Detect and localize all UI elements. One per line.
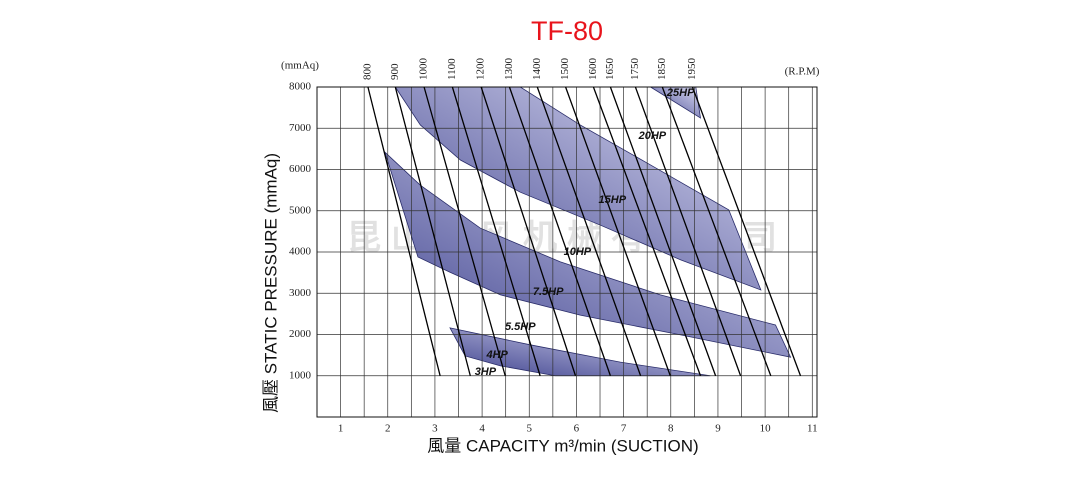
y-tick-label: 5000 <box>289 204 312 216</box>
x-tick-label: 4 <box>479 423 485 435</box>
rpm-line <box>536 86 642 376</box>
y-tick-label: 3000 <box>289 287 312 299</box>
rpm-label: 900 <box>389 63 401 80</box>
y-tick-label: 1000 <box>289 369 312 381</box>
x-tick-label: 11 <box>807 423 818 435</box>
y-axis-label: 風壓 STATIC PRESSURE (mmAq) <box>261 153 280 413</box>
rpm-line <box>367 86 441 376</box>
x-axis-label: 風量 CAPACITY m³/min (SUCTION) <box>427 436 698 455</box>
rpm-label: 1750 <box>629 58 641 81</box>
rpm-label: 1400 <box>531 58 543 81</box>
rpm-line <box>451 86 541 376</box>
rpm-label: 1300 <box>503 58 515 81</box>
rpm-line <box>609 86 717 376</box>
rpm-line <box>394 86 471 376</box>
hp-label: 4HP <box>485 349 508 361</box>
rpm-label: 1650 <box>604 58 616 81</box>
plot: 昆山大风机械有限公司100020003000400050006000700080… <box>289 58 818 435</box>
rpm-line <box>423 86 506 376</box>
rpm-label: 1600 <box>587 58 599 81</box>
rpm-label: 1000 <box>418 58 430 81</box>
x-tick-label: 6 <box>574 423 580 435</box>
plot-frame <box>316 86 818 418</box>
hp-label: 10HP <box>564 246 592 258</box>
x-tick-label: 1 <box>338 423 344 435</box>
hp-region <box>384 150 792 358</box>
y-unit: (mmAq) <box>281 60 319 72</box>
y-tick-label: 2000 <box>289 328 312 340</box>
x-tick-label: 7 <box>621 423 627 435</box>
rpm-label: 1100 <box>446 58 458 80</box>
y-tick-label: 6000 <box>289 163 312 175</box>
x-tick-label: 5 <box>527 423 533 435</box>
x-tick-label: 2 <box>385 423 391 435</box>
hp-label: 20HP <box>638 130 667 142</box>
hp-label: 25HP <box>666 87 695 99</box>
y-tick-label: 7000 <box>289 122 312 134</box>
hp-label: 15HP <box>599 194 627 206</box>
rpm-label: 800 <box>361 63 373 80</box>
hp-label: 7.5HP <box>533 286 564 298</box>
hp-region <box>394 86 762 291</box>
hp-label: 3HP <box>475 366 497 378</box>
rpm-label: 1500 <box>559 58 571 81</box>
rpm-label: 1950 <box>686 58 698 81</box>
x-tick-label: 8 <box>668 423 674 435</box>
rpm-unit: (R.P.M) <box>785 66 820 78</box>
rpm-line <box>508 86 612 376</box>
rpm-line <box>480 86 577 376</box>
rpm-line <box>592 86 702 376</box>
rpm-label: 1200 <box>475 58 487 81</box>
x-tick-label: 3 <box>432 423 438 435</box>
x-tick-label: 10 <box>760 423 772 435</box>
chart-title: TF-80 <box>531 16 603 46</box>
rpm-line <box>691 86 802 376</box>
rpm-line <box>564 86 671 376</box>
rpm-line <box>661 86 772 376</box>
y-tick-label: 8000 <box>289 81 312 93</box>
hp-label: 5.5HP <box>505 321 536 333</box>
rpm-line <box>634 86 742 376</box>
x-tick-label: 9 <box>715 423 721 435</box>
y-tick-label: 4000 <box>289 246 312 258</box>
rpm-label: 1850 <box>656 58 668 81</box>
